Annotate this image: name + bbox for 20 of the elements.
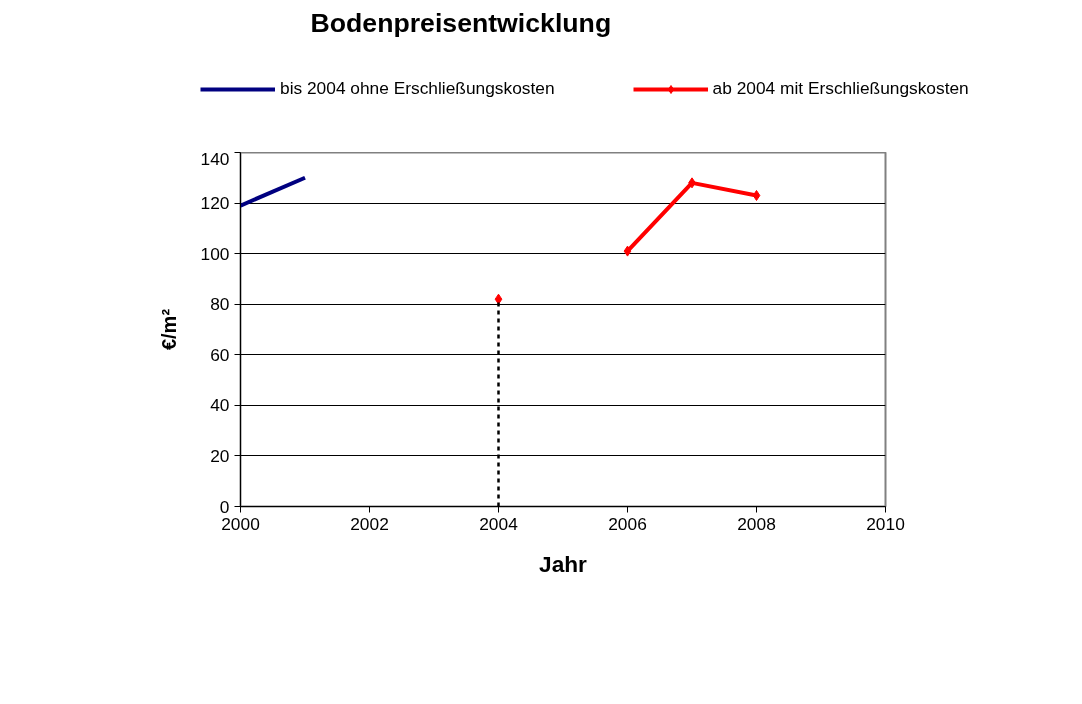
x-tick-label: 2010 (866, 513, 905, 534)
point (752, 189, 761, 201)
y-tick-label: 80 (210, 294, 230, 315)
x-tick-label: 2008 (737, 513, 776, 534)
chart-title: Bodenpreisentwicklung (310, 7, 612, 38)
point (623, 245, 632, 257)
y-axis-title: €/m² (157, 308, 180, 351)
legend-label: bis 2004 ohne Erschließungskosten (280, 78, 555, 99)
y-tick-label: 120 (200, 193, 230, 214)
x-tick-label: 2002 (350, 513, 389, 534)
y-tick-label: 100 (200, 243, 230, 264)
x-tick-label: 2006 (608, 513, 647, 534)
point (494, 293, 503, 305)
y-tick-label: 140 (200, 148, 230, 169)
y-tick-label: 60 (210, 344, 230, 365)
y-tick-label: 40 (210, 395, 230, 416)
x-tick-label: 2004 (479, 513, 519, 534)
legend-label: ab 2004 mit Erschließungskosten (712, 78, 969, 99)
y-tick-label: 20 (210, 445, 230, 466)
x-axis-title: Jahr (539, 550, 588, 577)
